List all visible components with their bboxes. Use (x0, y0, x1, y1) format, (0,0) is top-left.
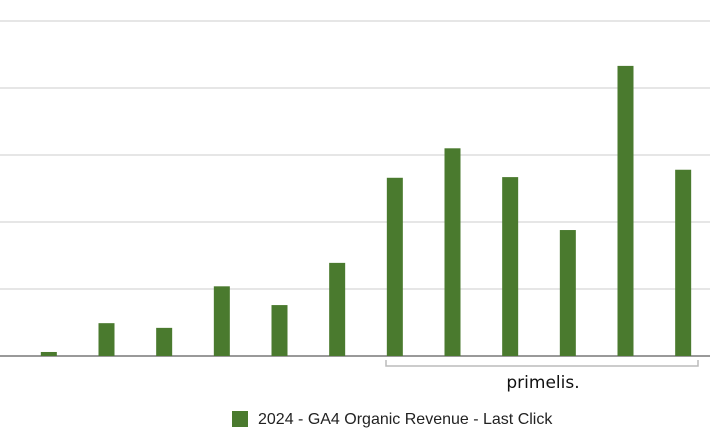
bar (329, 262, 346, 356)
bar (156, 327, 173, 356)
bar (386, 177, 403, 356)
bar (98, 323, 115, 356)
bar (502, 177, 519, 356)
legend-swatch (232, 411, 248, 427)
legend-label: 2024 - GA4 Organic Revenue - Last Click (258, 411, 553, 428)
bar (271, 305, 288, 356)
bracket (385, 360, 699, 367)
bar (559, 230, 576, 356)
watermark: primelis. (506, 373, 579, 393)
bar (617, 65, 634, 356)
bar (444, 148, 461, 356)
bar (213, 286, 230, 356)
bar (40, 351, 57, 356)
bar (675, 169, 692, 356)
